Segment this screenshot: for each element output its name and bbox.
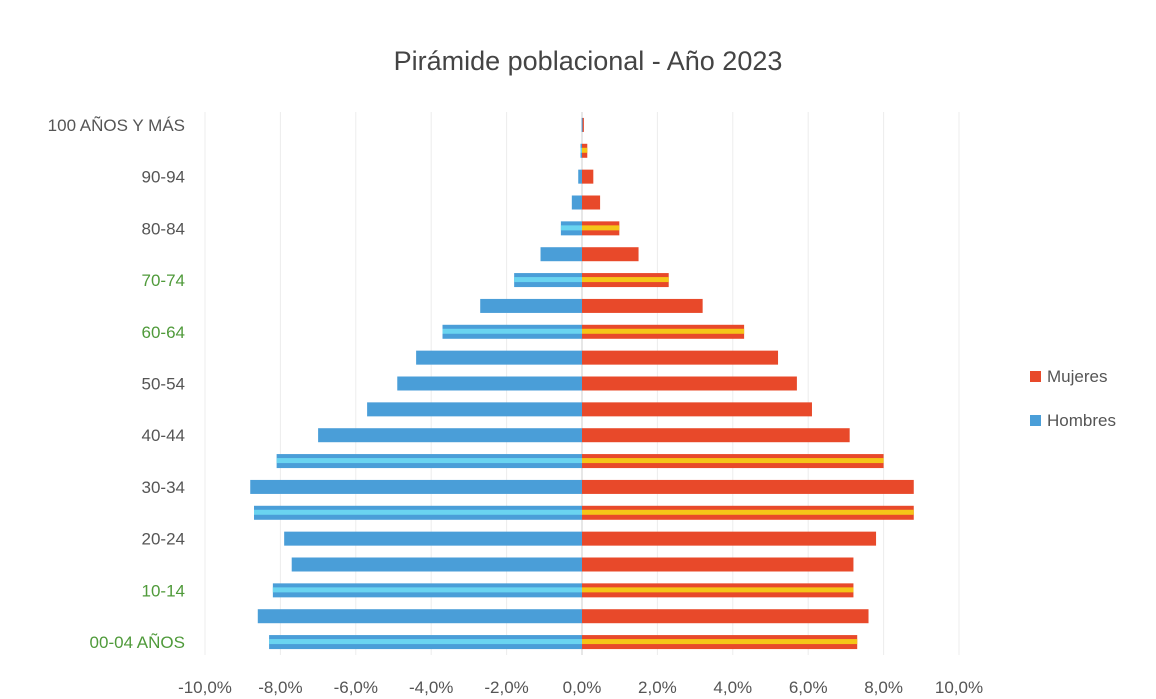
legend-label-hombres: Hombres <box>1047 411 1116 430</box>
x-tick-label-3: -4,0% <box>409 678 453 697</box>
bar-hombres-11 <box>416 350 582 365</box>
bar-highlight-hombres-19 <box>580 147 582 153</box>
bar-hombres-9 <box>367 402 582 417</box>
bar-hombres-4 <box>284 531 582 546</box>
bar-mujeres-13 <box>582 298 703 313</box>
bar-highlight-hombres-2 <box>272 587 582 593</box>
y-label-12: 60-64 <box>142 323 185 342</box>
bar-highlight-mujeres-19 <box>582 147 588 153</box>
bar-mujeres-15 <box>582 247 639 262</box>
bar-highlight-hombres-5 <box>254 509 582 515</box>
bar-mujeres-18 <box>582 169 594 184</box>
bar-hombres-1 <box>257 609 582 624</box>
bar-mujeres-20 <box>582 117 584 132</box>
bar-hombres-15 <box>540 247 582 262</box>
x-tick-label-8: 6,0% <box>789 678 828 697</box>
bar-highlight-hombres-7 <box>276 458 582 464</box>
bar-hombres-17 <box>571 195 582 210</box>
y-label-14: 70-74 <box>142 271 185 290</box>
legend-swatch-mujeres <box>1030 371 1041 382</box>
x-tick-label-5: 0,0% <box>563 678 602 697</box>
legend: Mujeres Hombres <box>1030 367 1116 430</box>
bar-mujeres-11 <box>582 350 779 365</box>
bar-highlight-hombres-0 <box>269 639 582 645</box>
x-tick-label-0: -10,0% <box>178 678 232 697</box>
y-label-2: 10-14 <box>142 581 185 600</box>
y-axis-labels: 00-04 AÑOS 10-14 20-24 30-34 40-44 50-54 60-64… <box>48 116 185 652</box>
bar-hombres-3 <box>291 557 582 572</box>
bar-mujeres-10 <box>582 376 797 391</box>
x-tick-label-4: -2,0% <box>484 678 528 697</box>
x-tick-label-6: 2,0% <box>638 678 677 697</box>
bar-hombres-6 <box>250 479 583 494</box>
y-label-18: 90-94 <box>142 168 185 187</box>
bar-hombres-10 <box>397 376 582 391</box>
bar-highlight-mujeres-14 <box>582 277 669 283</box>
bar-highlight-mujeres-7 <box>582 458 884 464</box>
bar-mujeres-9 <box>582 402 812 417</box>
y-label-4: 20-24 <box>142 530 185 549</box>
bar-mujeres-4 <box>582 531 877 546</box>
bar-hombres-18 <box>578 169 582 184</box>
x-tick-label-9: 8,0% <box>864 678 903 697</box>
x-axis-labels: -10,0% -8,0% -6,0% -4,0% -2,0% 0,0% 2,0% 4,0% 6,… <box>178 678 983 697</box>
bar-highlight-hombres-16 <box>560 225 582 231</box>
bar-mujeres-1 <box>582 609 869 624</box>
bar-hombres-20 <box>581 117 583 132</box>
bar-highlight-mujeres-16 <box>582 225 620 231</box>
bar-mujeres-3 <box>582 557 854 572</box>
y-label-8: 40-44 <box>142 426 185 445</box>
bar-highlight-hombres-12 <box>442 328 582 334</box>
chart-title: Pirámide poblacional - Año 2023 <box>394 46 783 76</box>
bar-mujeres-17 <box>582 195 601 210</box>
bar-hombres-13 <box>480 298 582 313</box>
x-tick-label-1: -8,0% <box>258 678 302 697</box>
bar-hombres-8 <box>318 428 582 443</box>
bars <box>250 117 914 650</box>
y-label-16: 80-84 <box>142 219 185 238</box>
bar-highlight-mujeres-2 <box>582 587 854 593</box>
legend-swatch-hombres <box>1030 415 1041 426</box>
x-tick-label-7: 4,0% <box>713 678 752 697</box>
y-label-20: 100 AÑOS Y MÁS <box>48 116 185 135</box>
bar-mujeres-6 <box>582 479 914 494</box>
legend-label-mujeres: Mujeres <box>1047 367 1107 386</box>
x-tick-label-2: -6,0% <box>334 678 378 697</box>
bar-mujeres-8 <box>582 428 850 443</box>
y-label-10: 50-54 <box>142 375 185 394</box>
y-label-0: 00-04 AÑOS <box>90 633 185 652</box>
y-label-6: 30-34 <box>142 478 185 497</box>
bar-highlight-hombres-14 <box>514 277 582 283</box>
x-tick-label-10: 10,0% <box>935 678 983 697</box>
bar-highlight-mujeres-5 <box>582 509 914 515</box>
bar-highlight-mujeres-12 <box>582 328 745 334</box>
bar-highlight-mujeres-0 <box>582 639 858 645</box>
